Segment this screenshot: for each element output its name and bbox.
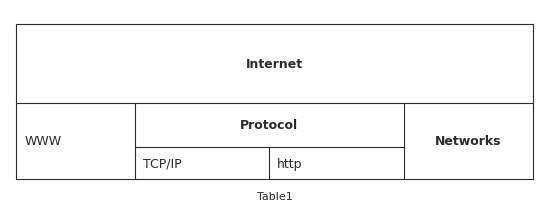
Text: Protocol: Protocol	[240, 119, 298, 132]
Text: TCP/IP: TCP/IP	[143, 157, 181, 170]
Text: Networks: Networks	[435, 135, 501, 147]
Text: http: http	[277, 157, 302, 170]
Text: Internet: Internet	[246, 57, 303, 70]
Text: Table1: Table1	[256, 191, 293, 201]
Text: WWW: WWW	[25, 135, 62, 147]
